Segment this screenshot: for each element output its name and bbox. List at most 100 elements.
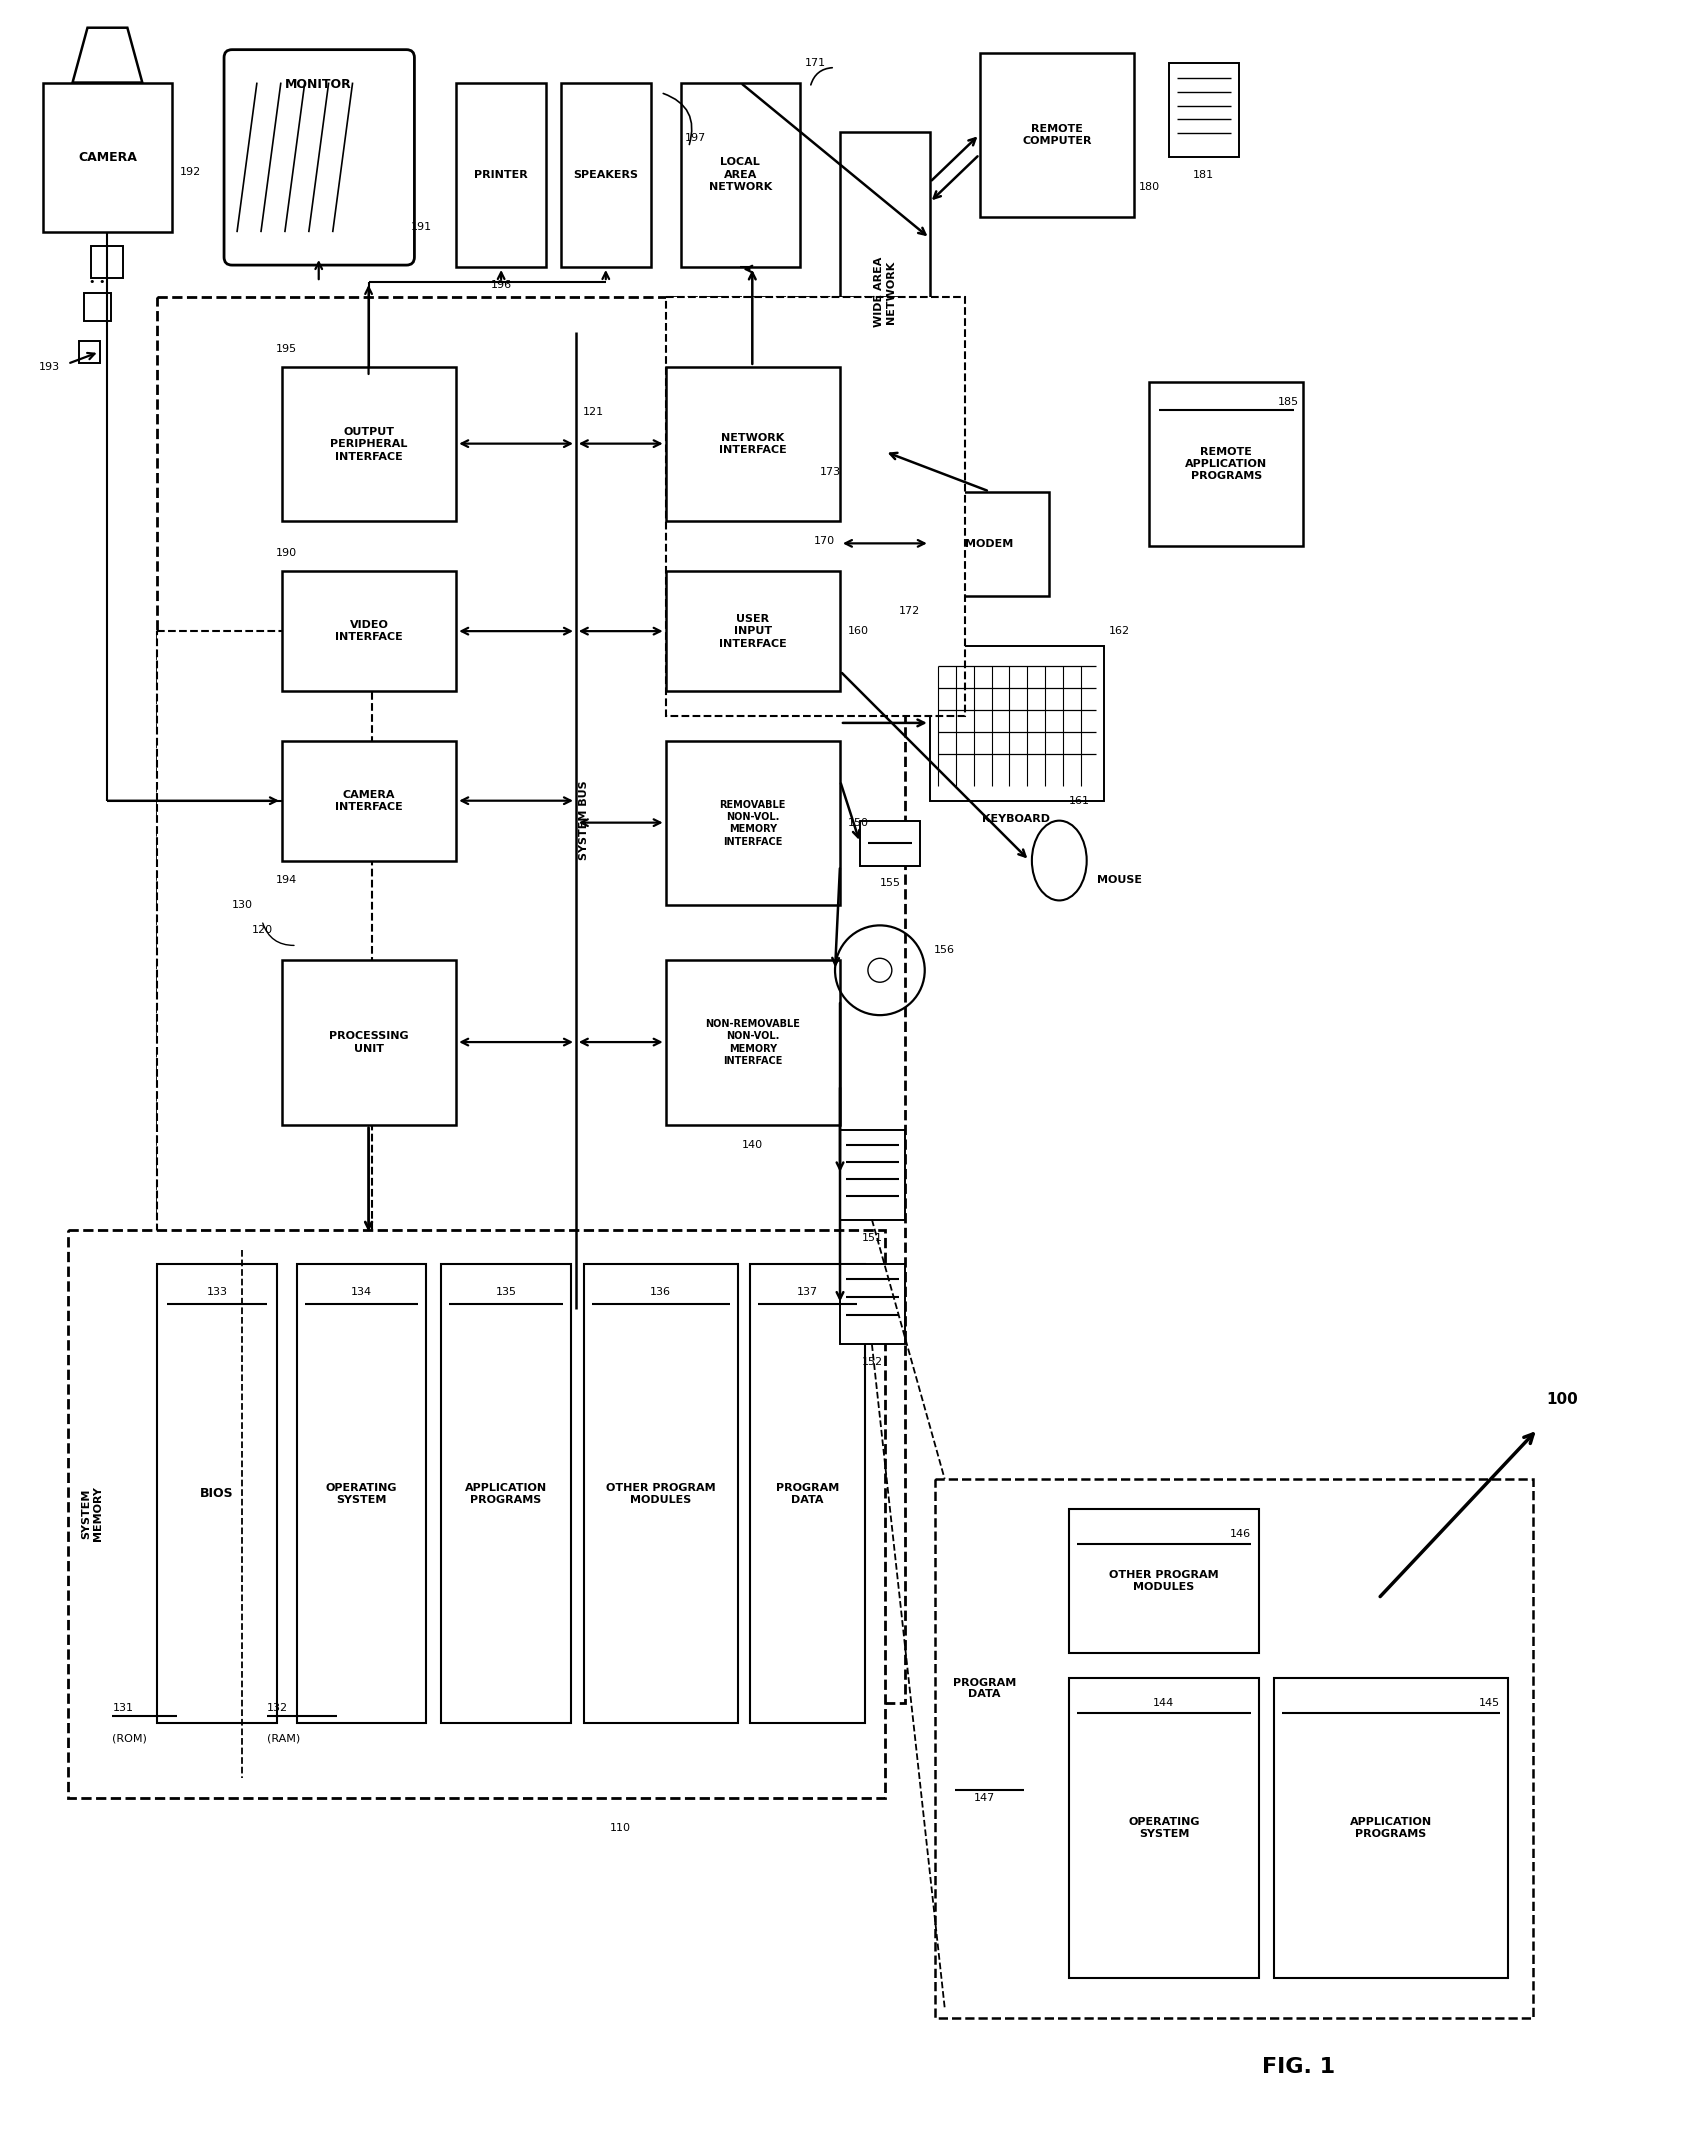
Bar <box>79 340 101 364</box>
Text: CAMERA
INTERFACE: CAMERA INTERFACE <box>336 790 403 811</box>
Text: OPERATING
SYSTEM: OPERATING SYSTEM <box>1128 1817 1200 1838</box>
Text: 131: 131 <box>113 1703 133 1714</box>
Bar <box>282 366 456 522</box>
Text: 161: 161 <box>1069 796 1090 805</box>
Text: 144: 144 <box>1153 1699 1175 1708</box>
Text: 185: 185 <box>1278 396 1298 407</box>
Text: 133: 133 <box>206 1288 228 1297</box>
Bar <box>456 83 545 268</box>
Bar <box>282 961 456 1126</box>
Text: PROGRAM
DATA: PROGRAM DATA <box>954 1678 1016 1699</box>
Bar <box>42 83 172 231</box>
Text: 132: 132 <box>267 1703 289 1714</box>
Text: 100: 100 <box>1546 1391 1578 1406</box>
Text: 195: 195 <box>277 345 297 353</box>
Bar <box>859 820 920 865</box>
Bar <box>930 492 1050 597</box>
Bar <box>68 1230 885 1798</box>
Bar <box>441 1265 571 1723</box>
Bar <box>665 366 841 522</box>
Bar <box>282 740 456 860</box>
Text: VIDEO
INTERFACE: VIDEO INTERFACE <box>336 621 403 642</box>
Text: APPLICATION
PROGRAMS: APPLICATION PROGRAMS <box>1350 1817 1431 1838</box>
Text: OPERATING
SYSTEM: OPERATING SYSTEM <box>326 1483 397 1504</box>
Text: 181: 181 <box>1193 171 1214 180</box>
Bar <box>935 1479 1533 2018</box>
Text: MODEM: MODEM <box>966 539 1014 548</box>
Text: OTHER PROGRAM
MODULES: OTHER PROGRAM MODULES <box>606 1483 716 1504</box>
Bar <box>749 1265 864 1723</box>
Text: 196: 196 <box>491 280 511 291</box>
Bar <box>665 961 841 1126</box>
Bar <box>665 571 841 691</box>
Bar <box>1069 1678 1259 1977</box>
Bar <box>665 740 841 905</box>
Text: 190: 190 <box>277 548 297 559</box>
Text: PRINTER: PRINTER <box>474 169 528 180</box>
Bar <box>157 1265 277 1723</box>
Text: NON-REMOVABLE
NON-VOL.
MEMORY
INTERFACE: NON-REMOVABLE NON-VOL. MEMORY INTERFACE <box>706 1019 800 1066</box>
Text: 193: 193 <box>39 362 61 372</box>
Bar <box>91 246 123 278</box>
Text: WIDE AREA
NETWORK: WIDE AREA NETWORK <box>874 257 896 327</box>
Bar <box>157 631 371 1329</box>
Text: APPLICATION
PROGRAMS: APPLICATION PROGRAMS <box>466 1483 547 1504</box>
Text: KEYBOARD: KEYBOARD <box>982 813 1050 824</box>
Text: 171: 171 <box>805 58 825 68</box>
Text: FIG. 1: FIG. 1 <box>1263 2057 1335 2078</box>
Text: 194: 194 <box>277 875 297 886</box>
Text: NETWORK
INTERFACE: NETWORK INTERFACE <box>719 432 787 456</box>
Text: PROCESSING
UNIT: PROCESSING UNIT <box>329 1031 408 1053</box>
Bar <box>584 1265 738 1723</box>
Text: 170: 170 <box>814 537 836 546</box>
Text: 197: 197 <box>685 133 706 143</box>
Text: 156: 156 <box>933 946 955 954</box>
Text: 152: 152 <box>861 1357 883 1367</box>
Text: 110: 110 <box>611 1823 631 1834</box>
Bar <box>83 293 111 321</box>
Text: 130: 130 <box>231 901 253 910</box>
Text: MOUSE: MOUSE <box>1097 875 1141 886</box>
Text: 151: 151 <box>861 1233 883 1243</box>
Bar <box>841 133 930 452</box>
Bar <box>930 646 1104 800</box>
Text: 160: 160 <box>847 627 868 636</box>
Text: 140: 140 <box>741 1141 763 1149</box>
Text: OUTPUT
PERIPHERAL
INTERFACE: OUTPUT PERIPHERAL INTERFACE <box>331 426 408 462</box>
Bar <box>297 1265 427 1723</box>
Bar <box>157 297 905 1703</box>
Text: 180: 180 <box>1138 182 1160 193</box>
Text: 146: 146 <box>1229 1528 1251 1539</box>
Text: 173: 173 <box>819 467 841 477</box>
FancyBboxPatch shape <box>225 49 415 265</box>
Text: (RAM): (RAM) <box>267 1733 300 1744</box>
Text: LOCAL
AREA
NETWORK: LOCAL AREA NETWORK <box>709 158 771 193</box>
Text: (ROM): (ROM) <box>113 1733 147 1744</box>
Ellipse shape <box>1031 820 1087 901</box>
Text: REMOVABLE
NON-VOL.
MEMORY
INTERFACE: REMOVABLE NON-VOL. MEMORY INTERFACE <box>719 800 787 847</box>
Text: • •: • • <box>89 276 106 287</box>
Text: OTHER PROGRAM
MODULES: OTHER PROGRAM MODULES <box>1109 1571 1219 1592</box>
Bar <box>665 297 964 717</box>
Text: 145: 145 <box>1479 1699 1501 1708</box>
Bar <box>1168 62 1239 158</box>
Text: 121: 121 <box>584 407 604 417</box>
Text: SPEAKERS: SPEAKERS <box>574 169 638 180</box>
Text: 150: 150 <box>847 817 868 828</box>
Text: 191: 191 <box>410 223 432 233</box>
Bar <box>1273 1678 1507 1977</box>
Text: 155: 155 <box>879 880 900 888</box>
Text: 135: 135 <box>496 1288 517 1297</box>
Text: 136: 136 <box>650 1288 672 1297</box>
Text: REMOTE
COMPUTER: REMOTE COMPUTER <box>1021 124 1092 146</box>
Text: SYSTEM BUS: SYSTEM BUS <box>579 781 589 860</box>
Text: SYSTEM
MEMORY: SYSTEM MEMORY <box>81 1487 103 1541</box>
Bar <box>841 1265 905 1344</box>
Text: 120: 120 <box>252 924 272 935</box>
Bar <box>282 571 456 691</box>
Bar <box>1150 381 1303 546</box>
Text: 162: 162 <box>1109 627 1129 636</box>
Text: 137: 137 <box>797 1288 817 1297</box>
Bar <box>560 83 650 268</box>
Text: 147: 147 <box>974 1793 996 1804</box>
